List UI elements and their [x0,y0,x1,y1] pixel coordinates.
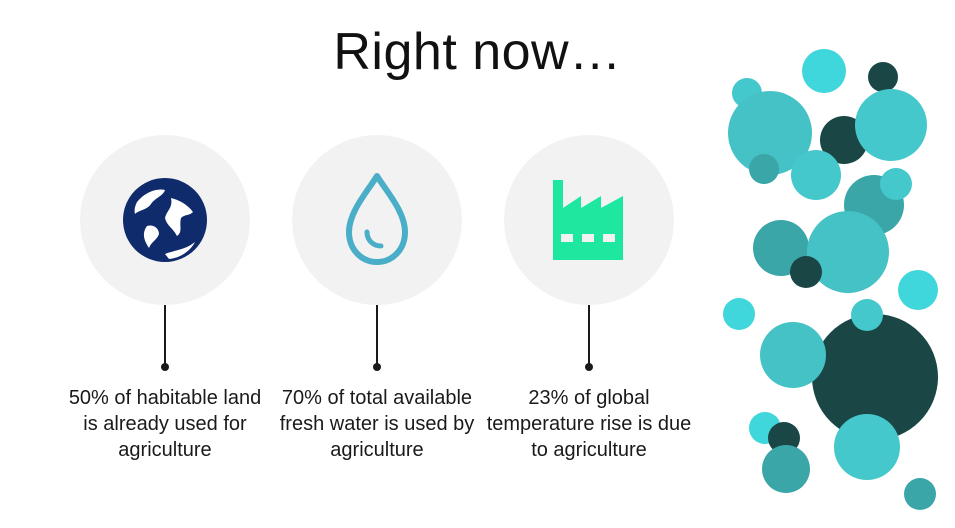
connector-line [376,305,378,365]
icon-circle [504,135,674,305]
bubble [728,91,812,175]
stat-caption: 50% of habitable land is already used fo… [68,387,262,461]
bubble [880,168,912,200]
icon-circle [80,135,250,305]
bubble [790,256,822,288]
bubble [760,322,826,388]
connector-dot [373,363,381,371]
connector-dot [161,363,169,371]
icon-circle [292,135,462,305]
decorative-bubbles [723,49,938,510]
connector-line [588,305,590,365]
connector-line [164,305,166,365]
factory-icon [553,180,623,260]
bubble [762,445,810,493]
bubble [855,89,927,161]
bubble [904,478,936,510]
stat-caption: 70% of total available fresh water is us… [279,387,475,461]
globe-icon [123,178,207,262]
bubble [723,298,755,330]
connector-dot [585,363,593,371]
bubble [807,211,889,293]
bubble [898,270,938,310]
bubble [791,150,841,200]
bubble [749,154,779,184]
bubble [851,299,883,331]
bubble [834,414,900,480]
stat-caption: 23% of global temperature rise is due to… [486,387,692,461]
bubble [802,49,846,93]
bubble [812,314,938,440]
water-drop-icon [346,173,408,265]
page-title: Right now… [333,23,622,81]
bubble [868,62,898,92]
